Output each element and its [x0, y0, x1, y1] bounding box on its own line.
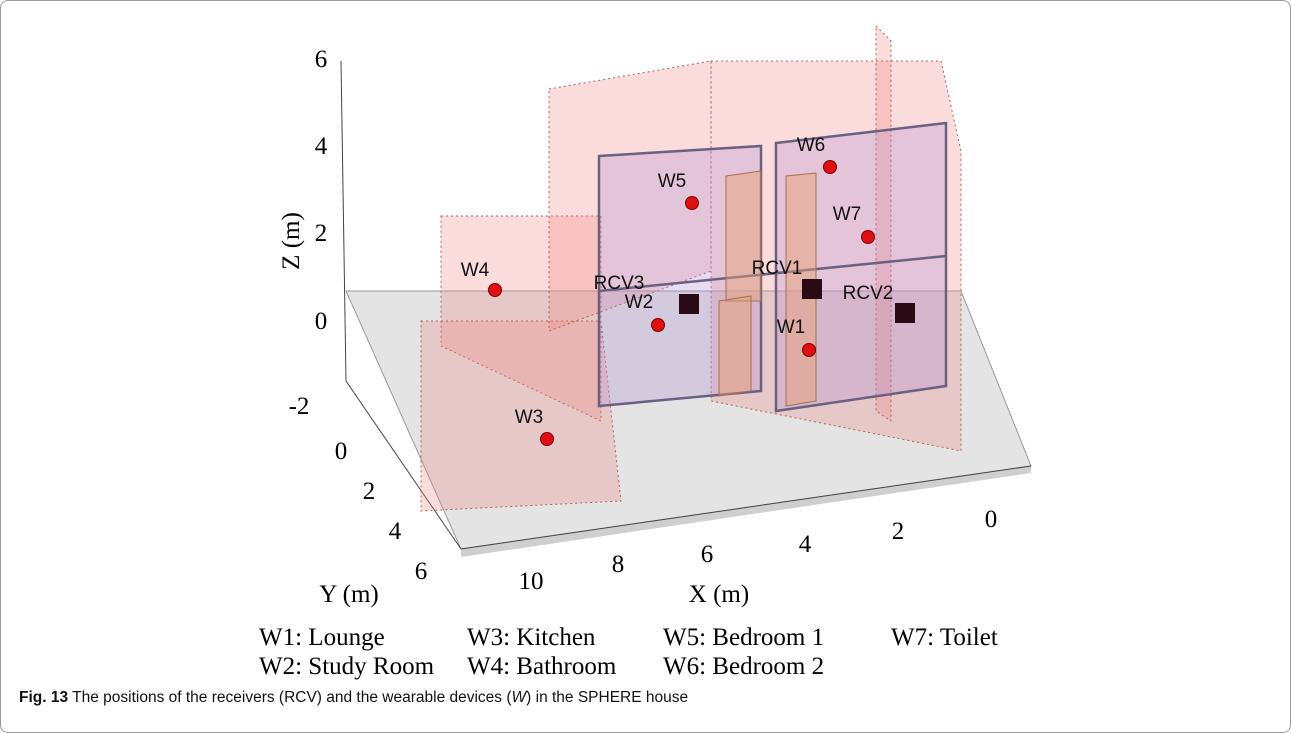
y-tick-label: 0: [335, 438, 348, 465]
marker-label: W6: [797, 135, 826, 156]
door: [719, 296, 751, 396]
z-tick-label: 6: [315, 46, 328, 73]
marker-label: W1: [777, 317, 806, 338]
caption: Fig. 13 The positions of the receivers (…: [19, 689, 688, 707]
z-tick-label: 0: [315, 308, 328, 335]
caption-label: Fig. 13: [19, 689, 68, 706]
wearable-marker: [824, 161, 837, 174]
caption-text: The positions of the receivers (RCV) and…: [72, 689, 511, 706]
z-tick-label: 4: [315, 133, 328, 160]
wearable-marker: [803, 344, 816, 357]
marker-label: W4: [461, 260, 490, 281]
wearable-marker: [489, 284, 502, 297]
caption-text: ) in the SPHERE house: [526, 689, 688, 706]
wearable-marker: [686, 197, 699, 210]
marker-label: W7: [833, 204, 862, 225]
x-tick-label: 10: [519, 568, 544, 595]
door: [726, 171, 761, 301]
marker-label: RCV3: [594, 273, 645, 294]
legend-entry: W3: Kitchen: [467, 624, 596, 651]
marker-label: W2: [625, 292, 654, 313]
y-tick-label: 2: [363, 478, 376, 505]
legend-entry: W6: Bedroom 2: [663, 653, 824, 680]
x-axis-label: X (m): [689, 581, 749, 608]
x-tick-label: 0: [985, 506, 998, 533]
y-axis-label: Y (m): [319, 581, 378, 608]
x-tick-label: 6: [701, 541, 714, 568]
wearable-marker: [862, 231, 875, 244]
marker-label: RCV1: [752, 258, 803, 279]
marker-label: RCV2: [843, 283, 894, 304]
legend-entry: W1: Lounge: [259, 624, 385, 651]
plot: 6420Z (m)-20246Y (m)1086420X (m)W1W2W3W4…: [1, 1, 1290, 732]
y-tick-label: 6: [415, 558, 428, 585]
y-tick-label: 4: [389, 518, 402, 545]
marker-label: W5: [658, 171, 687, 192]
receiver-marker: [802, 279, 822, 299]
legend-entry: W4: Bathroom: [467, 653, 617, 680]
x-tick-label: 2: [892, 518, 905, 545]
receiver-marker: [895, 303, 915, 323]
y-tick-label: -2: [289, 393, 310, 420]
wearable-marker: [541, 433, 554, 446]
figure-page: 6420Z (m)-20246Y (m)1086420X (m)W1W2W3W4…: [0, 0, 1291, 733]
legend-entry: W5: Bedroom 1: [663, 624, 824, 651]
x-tick-label: 8: [612, 551, 625, 578]
receiver-marker: [679, 294, 699, 314]
z-axis: [341, 61, 346, 381]
legend-entry: W2: Study Room: [259, 653, 435, 680]
legend-entry: W7: Toilet: [891, 624, 998, 651]
z-axis-label: Z (m): [278, 212, 305, 270]
caption-italic: W: [512, 689, 527, 706]
marker-label: W3: [515, 407, 544, 428]
z-tick-label: 2: [315, 220, 328, 247]
wearable-marker: [652, 319, 665, 332]
x-tick-label: 4: [799, 531, 812, 558]
